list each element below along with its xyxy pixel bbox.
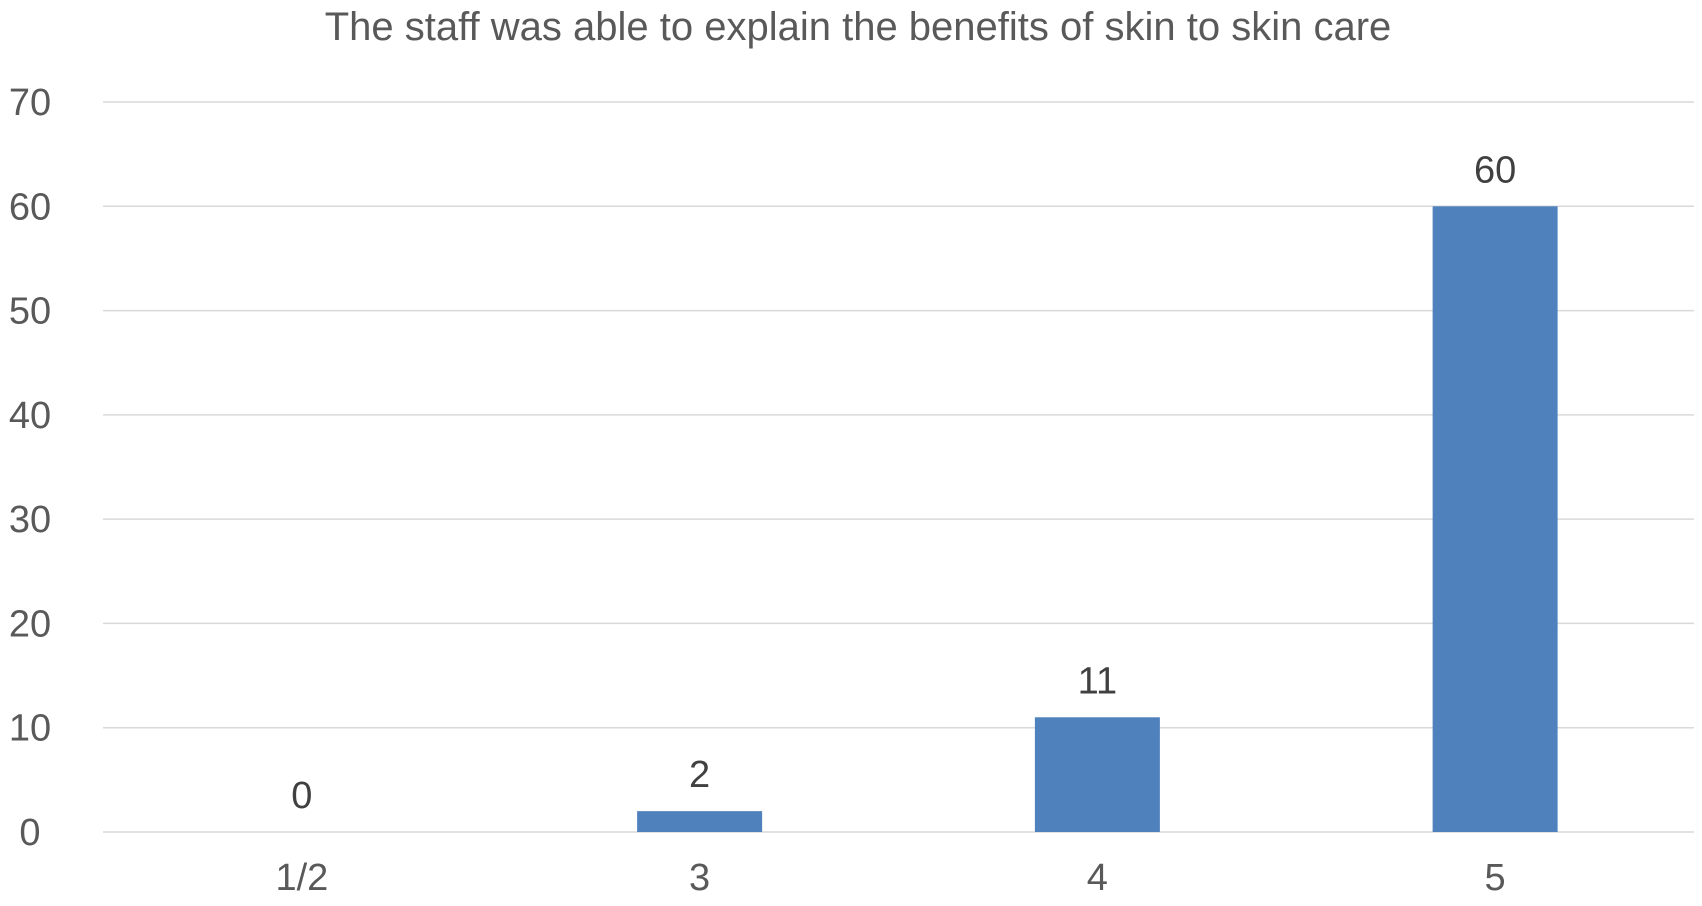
x-tick-label: 5 — [1485, 857, 1506, 899]
y-tick-label: 10 — [9, 708, 51, 750]
y-tick-label: 50 — [9, 291, 51, 333]
bar-3 — [637, 811, 763, 832]
x-tick-label: 3 — [689, 857, 710, 899]
x-tick-label: 4 — [1087, 857, 1108, 899]
data-label: 11 — [1078, 660, 1117, 702]
y-tick-label: 60 — [9, 186, 51, 228]
data-labels: 0 2 11 60 — [291, 149, 1516, 817]
data-label: 0 — [291, 775, 312, 817]
bar-5 — [1432, 206, 1558, 833]
y-tick-label: 40 — [9, 395, 51, 437]
data-label: 2 — [689, 754, 710, 796]
y-axis-tick-labels: 0 10 20 30 40 50 60 70 — [9, 82, 51, 854]
y-tick-label: 30 — [9, 499, 51, 541]
y-tick-label: 70 — [9, 82, 51, 124]
y-tick-label: 0 — [19, 812, 40, 854]
x-tick-label: 1/2 — [275, 857, 328, 899]
bar-4 — [1034, 717, 1160, 832]
y-tick-label: 20 — [9, 603, 51, 645]
chart-title: The staff was able to explain the benefi… — [325, 5, 1392, 49]
bars — [637, 206, 1558, 833]
x-axis-tick-labels: 1/2 3 4 5 — [275, 857, 1505, 899]
data-label: 60 — [1474, 149, 1516, 191]
gridlines — [103, 101, 1694, 833]
